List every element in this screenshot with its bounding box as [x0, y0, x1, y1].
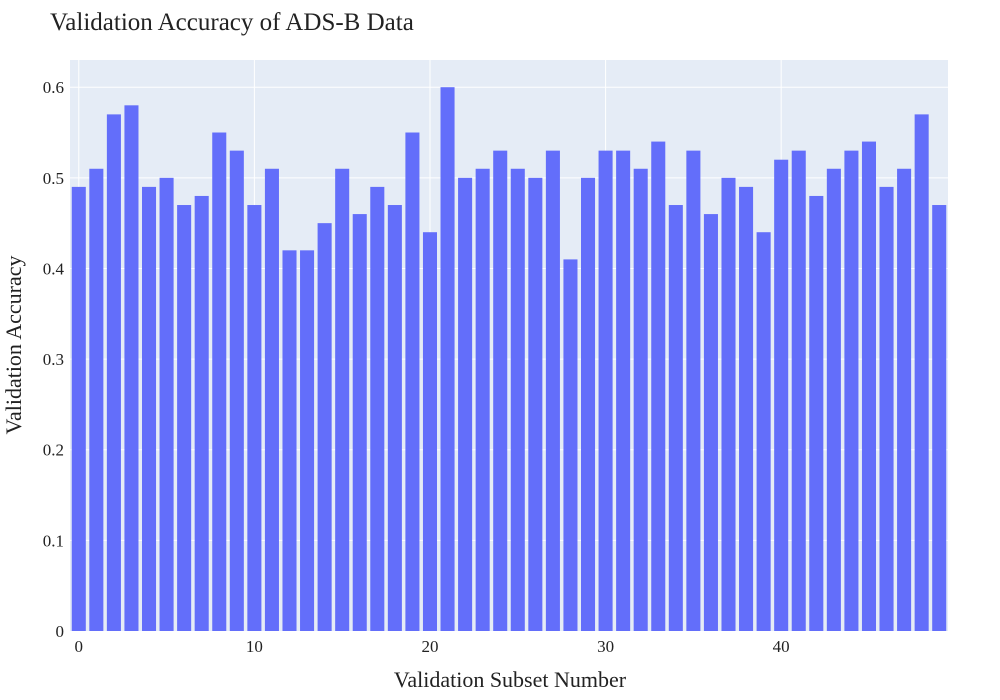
bar	[71, 186, 86, 631]
bar	[545, 150, 560, 631]
bar	[633, 168, 648, 631]
y-tick-label: 0.2	[43, 441, 64, 460]
bar	[616, 150, 631, 631]
bar	[826, 168, 841, 631]
bar	[791, 150, 806, 631]
bar	[458, 177, 473, 632]
bar	[668, 205, 683, 631]
bar	[212, 132, 227, 631]
bar	[475, 168, 490, 631]
bar	[703, 214, 718, 632]
bar	[580, 177, 596, 632]
bar	[317, 223, 332, 631]
bar	[177, 205, 192, 631]
y-axis-title: Validation Accuracy	[1, 256, 26, 435]
y-tick-label: 0.1	[43, 531, 64, 550]
x-tick-label: 30	[597, 637, 614, 656]
bar	[809, 195, 824, 631]
bar	[844, 150, 859, 631]
x-tick-label: 10	[246, 637, 263, 656]
bar	[405, 132, 420, 631]
bar	[159, 177, 174, 632]
y-tick-label: 0.5	[43, 169, 64, 188]
x-tick-label: 40	[773, 637, 790, 656]
bar	[194, 195, 209, 631]
bar	[440, 87, 455, 631]
y-tick-label: 0	[56, 622, 65, 641]
x-tick-label: 0	[75, 637, 84, 656]
bar	[282, 250, 297, 632]
bar	[721, 177, 736, 632]
bar	[739, 186, 754, 631]
bar	[89, 168, 104, 631]
bar	[861, 141, 877, 632]
bar	[510, 168, 525, 631]
y-tick-label: 0.3	[43, 350, 64, 369]
bar	[422, 232, 438, 631]
bar	[563, 259, 578, 631]
bar	[686, 150, 701, 631]
bar	[493, 150, 508, 631]
chart-title: Validation Accuracy of ADS-B Data	[50, 9, 414, 36]
bar	[141, 186, 157, 631]
bar	[106, 114, 121, 631]
bar	[247, 205, 262, 631]
bar	[879, 186, 894, 631]
bar	[370, 186, 385, 631]
y-tick-label: 0.4	[43, 259, 65, 278]
bar	[897, 168, 912, 631]
bar	[300, 250, 315, 632]
bar	[387, 205, 402, 631]
bar	[264, 168, 279, 631]
bar	[124, 105, 139, 632]
bar	[932, 205, 947, 631]
bar	[598, 150, 613, 631]
bar	[335, 168, 350, 631]
x-axis-title: Validation Subset Number	[394, 667, 627, 692]
bar	[352, 214, 367, 632]
bar	[774, 159, 789, 631]
y-tick-label: 0.6	[43, 78, 64, 97]
bar	[229, 150, 244, 631]
x-axis-ticks: 0 10 20 30 40	[75, 637, 790, 656]
bar	[914, 114, 929, 631]
bar	[756, 232, 771, 631]
x-tick-label: 20	[421, 637, 438, 656]
bar	[651, 141, 666, 632]
y-axis-ticks: 0 0.1 0.2 0.3 0.4 0.5 0.6	[43, 78, 65, 641]
bars	[71, 87, 947, 632]
bar	[528, 177, 543, 632]
